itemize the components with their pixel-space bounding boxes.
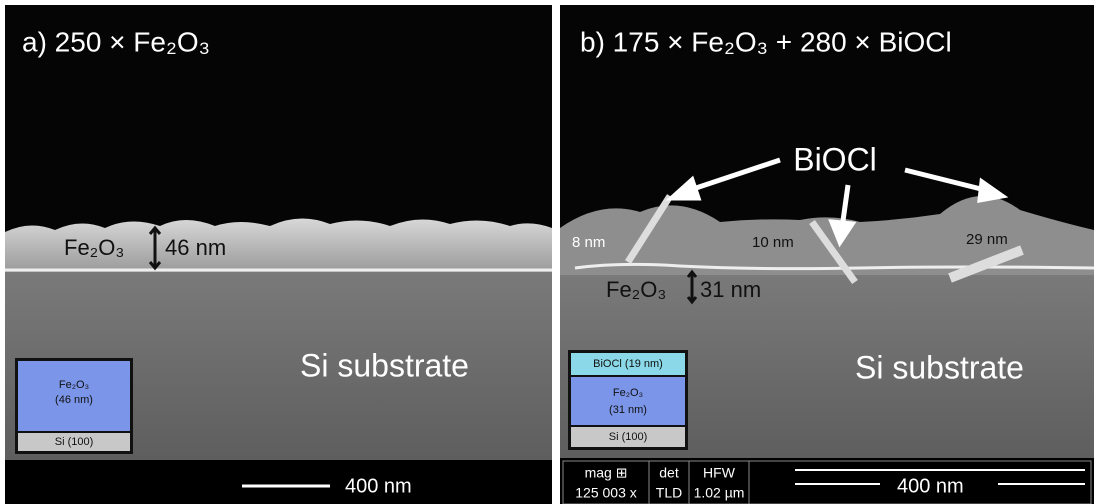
figure: a) 250 × Fe₂O₃ Fe₂O₃ 46 nm Si substrate … [0,0,1099,504]
substrate-label: Si substrate [300,347,469,383]
inset-base-label: Si (100) [55,436,94,448]
panel-title: b) 175 × Fe₂O₃ + 280 × BiOCl [580,26,952,57]
info-label: HFW [703,465,736,481]
info-value: TLD [656,485,682,501]
width-label: 29 nm [966,231,1008,248]
info-label: det [659,465,679,481]
width-label: 8 nm [572,234,605,251]
info-bar [560,458,1094,504]
scale-label: 400 nm [345,475,412,497]
panel-title: a) 250 × Fe₂O₃ [22,26,210,57]
inset-top-label: BiOCl (19 nm) [593,358,663,370]
callout: BiOCl [793,141,877,177]
panel-b: b) 175 × Fe₂O₃ + 280 × BiOCl BiOCl 8 nm … [560,5,1094,504]
inset-film-thickness: (31 nm) [609,404,647,416]
thickness-label: 31 nm [700,277,761,302]
inset-film-label: Fe₂O₃ [59,379,89,391]
inset-film-thickness: (46 nm) [55,394,93,406]
inset-film-label: Fe₂O₃ [613,387,643,399]
info-value: 125 003 x [575,485,637,501]
info-value: 1.02 µm [694,485,745,501]
inset-base-label: Si (100) [609,431,648,443]
layer-label: Fe₂O₃ [606,277,666,302]
panel-a: a) 250 × Fe₂O₃ Fe₂O₃ 46 nm Si substrate … [5,5,552,504]
thickness-label: 46 nm [165,235,226,260]
info-label: mag ⊞ [585,465,628,481]
info-bar [5,460,552,504]
layer-label: Fe₂O₃ [64,235,124,260]
width-label: 10 nm [752,234,794,251]
scale-label: 400 nm [897,475,964,497]
inset-film [571,377,685,425]
substrate-label: Si substrate [855,349,1024,385]
